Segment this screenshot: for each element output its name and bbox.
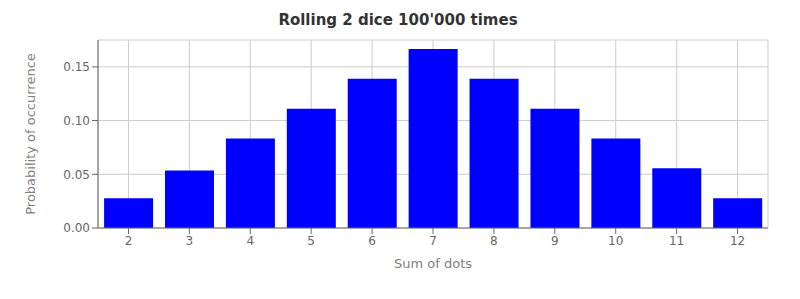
svg-text:0.05: 0.05 — [63, 168, 90, 182]
svg-text:2: 2 — [125, 234, 133, 248]
svg-text:3: 3 — [186, 234, 194, 248]
svg-text:0.15: 0.15 — [63, 60, 90, 74]
html-text:Rolling 2 dice 100'000 times: Rolling 2 dice 100'000 times — [278, 11, 518, 29]
svg-text:Sum of dots: Sum of dots — [394, 256, 472, 271]
svg-text:7: 7 — [429, 234, 437, 248]
svg-text:5: 5 — [307, 234, 315, 248]
svg-text:6: 6 — [368, 234, 376, 248]
svg-text:0.10: 0.10 — [63, 114, 90, 128]
svg-text:12: 12 — [730, 234, 745, 248]
svg-text:0.00: 0.00 — [63, 221, 90, 235]
svg-text:Probability of occurrence: Probability of occurrence — [23, 53, 38, 215]
svg-text:9: 9 — [551, 234, 559, 248]
svg-text:8: 8 — [490, 234, 498, 248]
svg-text:11: 11 — [669, 234, 684, 248]
svg-text:4: 4 — [246, 234, 254, 248]
svg-text:10: 10 — [608, 234, 623, 248]
